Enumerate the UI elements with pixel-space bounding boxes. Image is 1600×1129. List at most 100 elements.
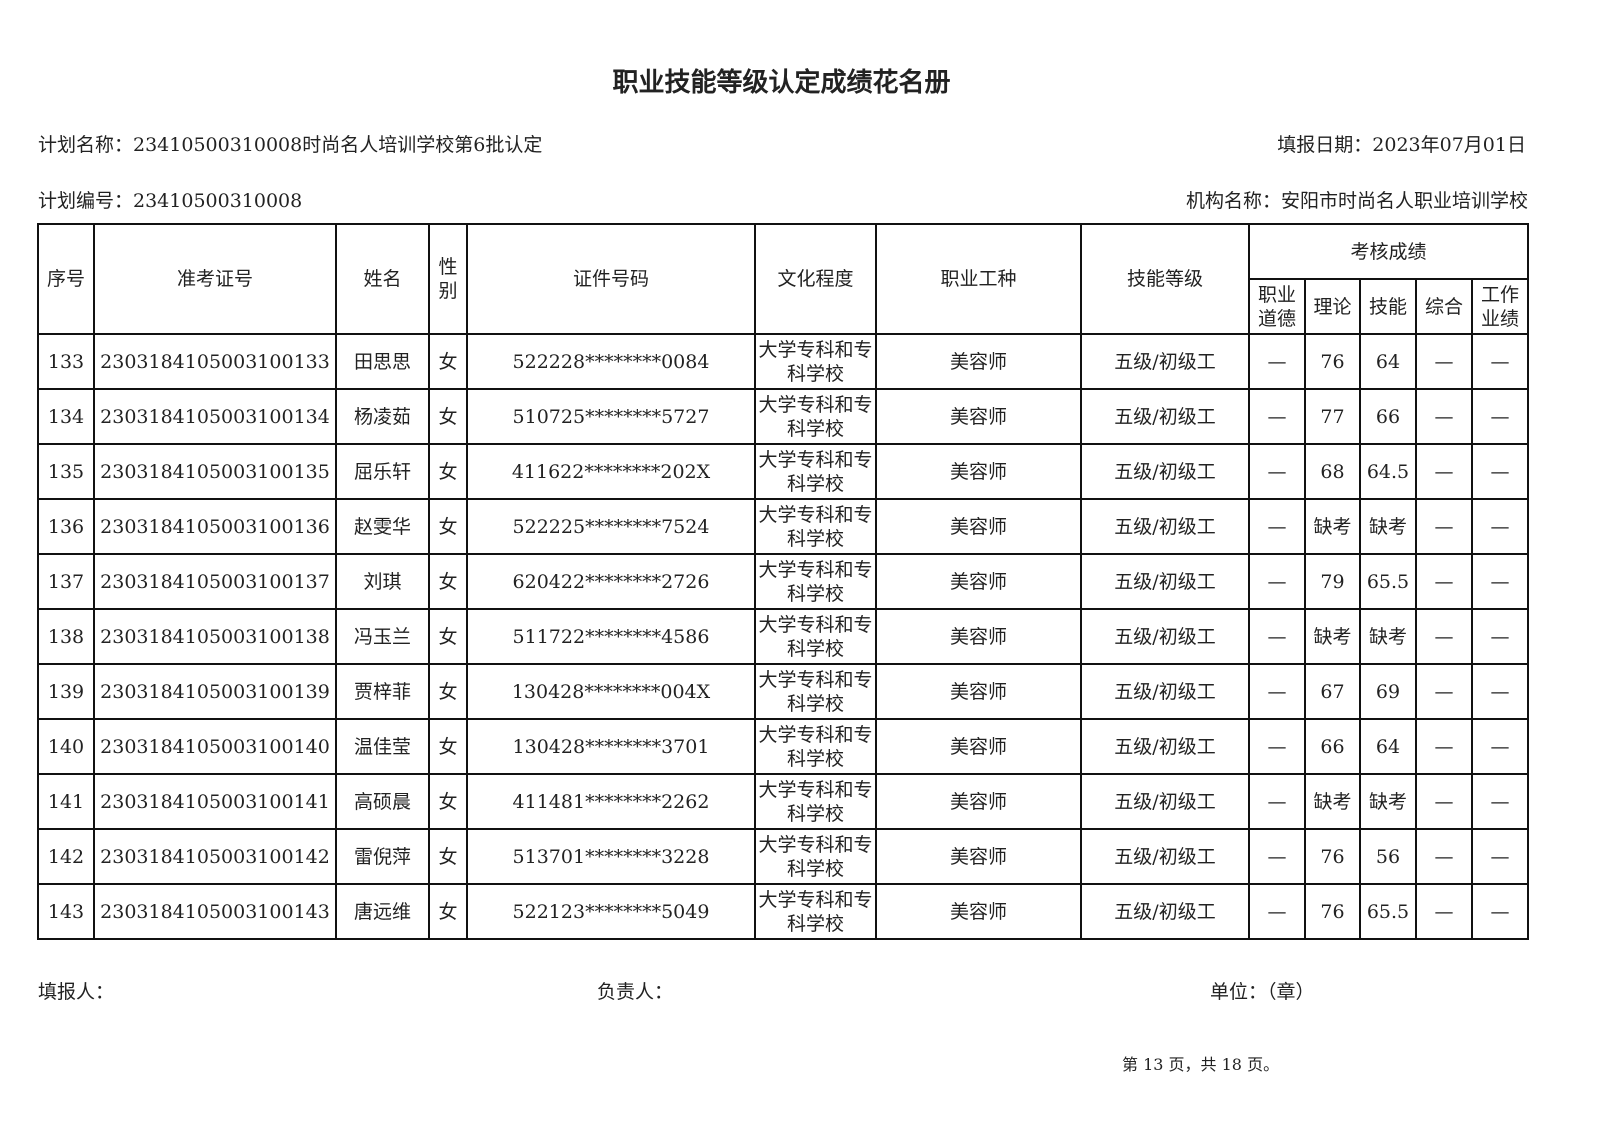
cell-job: 美容师 <box>875 828 1082 885</box>
filler-label: 填报人： <box>38 981 115 1003</box>
cell-gender: 女 <box>428 663 468 720</box>
header-gender: 性别 <box>428 223 468 335</box>
cell-name: 雷倪萍 <box>335 828 430 885</box>
cell-skill: 64 <box>1359 333 1417 390</box>
cell-gender: 女 <box>428 388 468 445</box>
cell-overall: — <box>1415 773 1473 830</box>
cell-level: 五级/初级工 <box>1080 443 1250 500</box>
cell-edu: 大学专科和专科学校 <box>754 883 877 940</box>
cell-work: — <box>1470 663 1530 720</box>
cell-level: 五级/初级工 <box>1080 773 1250 830</box>
cell-theory: 缺考 <box>1304 498 1361 555</box>
cell-theory: 76 <box>1304 333 1361 390</box>
cell-overall: — <box>1415 883 1473 940</box>
cell-skill: 64.5 <box>1359 443 1417 500</box>
cell-overall: — <box>1415 718 1473 775</box>
cell-ethics: — <box>1248 388 1306 445</box>
table-row: 136 2303184105003100136 赵雯华女 522225********… <box>37 498 1530 555</box>
table-row: 138 2303184105003100138 冯玉兰女 511722********… <box>37 608 1530 665</box>
cell-edu: 大学专科和专科学校 <box>754 828 877 885</box>
cell-seq: 136 <box>37 498 95 555</box>
cell-work: — <box>1470 773 1530 830</box>
cell-name: 刘琪 <box>335 553 430 610</box>
cell-ethics: — <box>1248 663 1306 720</box>
cell-seq: 141 <box>37 773 95 830</box>
cell-edu: 大学专科和专科学校 <box>754 718 877 775</box>
cell-skill: 65.5 <box>1359 883 1417 940</box>
cell-overall: — <box>1415 388 1473 445</box>
cell-ethics: — <box>1248 553 1306 610</box>
cell-skill: 64 <box>1359 718 1417 775</box>
cell-seq: 135 <box>37 443 95 500</box>
cell-gender: 女 <box>428 333 468 390</box>
cell-ethics: — <box>1248 828 1306 885</box>
table-row: 133 2303184105003100133 田思思女 522228********… <box>37 333 1530 390</box>
cell-seq: 138 <box>37 608 95 665</box>
cell-name: 杨凌茹 <box>335 388 430 445</box>
cell-gender: 女 <box>428 443 468 500</box>
cell-ethics: — <box>1248 608 1306 665</box>
cell-theory: 缺考 <box>1304 608 1361 665</box>
cell-work: — <box>1470 883 1530 940</box>
cell-work: — <box>1470 333 1530 390</box>
cell-ticket: 2303184105003100135 <box>93 443 337 500</box>
header-scores: 考核成绩 <box>1247 223 1530 280</box>
cell-seq: 142 <box>37 828 95 885</box>
cell-seq: 140 <box>37 718 95 775</box>
manager-label: 负责人： <box>597 981 674 1003</box>
cell-ethics: — <box>1248 333 1306 390</box>
cell-id: 511722********4586 <box>466 608 756 665</box>
cell-ethics: — <box>1248 883 1306 940</box>
cell-edu: 大学专科和专科学校 <box>754 498 877 555</box>
cell-level: 五级/初级工 <box>1080 828 1250 885</box>
cell-work: — <box>1470 828 1530 885</box>
cell-job: 美容师 <box>875 443 1082 500</box>
cell-job: 美容师 <box>875 663 1082 720</box>
cell-name: 冯玉兰 <box>335 608 430 665</box>
cell-level: 五级/初级工 <box>1080 498 1250 555</box>
cell-ticket: 2303184105003100140 <box>93 718 337 775</box>
cell-gender: 女 <box>428 773 468 830</box>
cell-level: 五级/初级工 <box>1080 663 1250 720</box>
cell-skill: 缺考 <box>1359 608 1417 665</box>
cell-level: 五级/初级工 <box>1080 608 1250 665</box>
cell-gender: 女 <box>428 718 468 775</box>
cell-gender: 女 <box>428 828 468 885</box>
fill-date: 填报日期：2023年07月01日 <box>1277 134 1526 156</box>
cell-ticket: 2303184105003100136 <box>93 498 337 555</box>
cell-id: 130428********004X <box>466 663 756 720</box>
cell-ticket: 2303184105003100138 <box>93 608 337 665</box>
cell-work: — <box>1470 553 1530 610</box>
header-level: 技能等级 <box>1080 223 1250 335</box>
header-id: 证件号码 <box>466 223 756 335</box>
cell-edu: 大学专科和专科学校 <box>754 663 877 720</box>
cell-id: 620422********2726 <box>466 553 756 610</box>
header-skill: 技能 <box>1359 278 1417 335</box>
cell-ticket: 2303184105003100133 <box>93 333 337 390</box>
cell-work: — <box>1470 443 1530 500</box>
cell-theory: 缺考 <box>1304 773 1361 830</box>
cell-ethics: — <box>1248 773 1306 830</box>
org-name: 机构名称：安阳市时尚名人职业培训学校 <box>1185 190 1528 212</box>
header-theory: 理论 <box>1304 278 1361 335</box>
header-ticket: 准考证号 <box>93 223 337 335</box>
header-job: 职业工种 <box>875 223 1082 335</box>
cell-work: — <box>1470 608 1530 665</box>
table-row: 137 2303184105003100137 刘琪女 620422********2… <box>37 553 1530 610</box>
cell-gender: 女 <box>428 498 468 555</box>
cell-ticket: 2303184105003100134 <box>93 388 337 445</box>
table-row: 142 2303184105003100142 雷倪萍女 513701********… <box>37 828 1530 885</box>
cell-name: 屈乐轩 <box>335 443 430 500</box>
cell-name: 贾梓菲 <box>335 663 430 720</box>
table-row: 135 2303184105003100135 屈乐轩女 411622********… <box>37 443 1530 500</box>
header-edu: 文化程度 <box>754 223 877 335</box>
header-seq: 序号 <box>37 223 95 335</box>
cell-job: 美容师 <box>875 773 1082 830</box>
cell-job: 美容师 <box>875 388 1082 445</box>
cell-ticket: 2303184105003100143 <box>93 883 337 940</box>
cell-name: 赵雯华 <box>335 498 430 555</box>
cell-edu: 大学专科和专科学校 <box>754 333 877 390</box>
cell-ticket: 2303184105003100137 <box>93 553 337 610</box>
cell-id: 522123********5049 <box>466 883 756 940</box>
